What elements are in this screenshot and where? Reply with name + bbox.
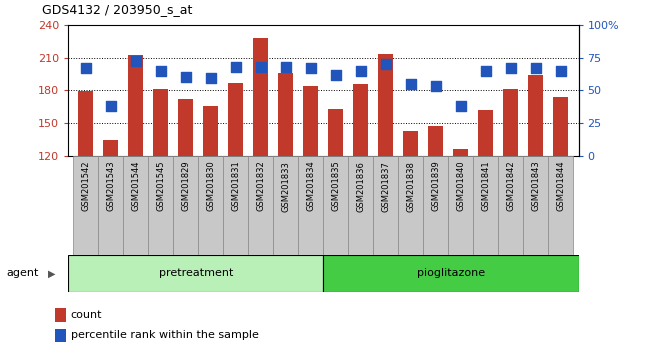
Bar xyxy=(448,156,473,255)
Bar xyxy=(228,82,243,156)
Bar xyxy=(224,156,248,255)
Text: pioglitazone: pioglitazone xyxy=(417,268,485,279)
Point xyxy=(506,65,516,71)
Point xyxy=(531,65,541,71)
Bar xyxy=(174,156,198,255)
Bar xyxy=(254,38,268,156)
Bar xyxy=(178,99,193,156)
Bar xyxy=(298,156,324,255)
Bar xyxy=(274,156,298,255)
Bar xyxy=(549,156,573,255)
Text: GSM201830: GSM201830 xyxy=(206,161,215,211)
Point xyxy=(381,61,391,67)
Bar xyxy=(73,156,98,255)
Text: GSM201836: GSM201836 xyxy=(356,161,365,212)
Bar xyxy=(378,54,393,156)
Text: GSM201545: GSM201545 xyxy=(156,161,165,211)
Point xyxy=(331,72,341,78)
Bar xyxy=(348,156,373,255)
Text: agent: agent xyxy=(6,268,39,279)
Bar xyxy=(68,255,324,292)
Point xyxy=(205,76,216,81)
Bar xyxy=(554,97,569,156)
Bar xyxy=(454,149,469,156)
Text: percentile rank within the sample: percentile rank within the sample xyxy=(71,330,259,341)
Bar xyxy=(324,156,348,255)
Point xyxy=(81,65,91,71)
Bar xyxy=(523,156,549,255)
Bar xyxy=(504,89,519,156)
Text: GSM201839: GSM201839 xyxy=(432,161,441,211)
Text: GSM201544: GSM201544 xyxy=(131,161,140,211)
Bar xyxy=(124,156,148,255)
Bar xyxy=(103,141,118,156)
Text: GSM201834: GSM201834 xyxy=(306,161,315,211)
Text: pretreatment: pretreatment xyxy=(159,268,233,279)
Point xyxy=(356,68,366,73)
Bar xyxy=(78,91,93,156)
Point xyxy=(231,64,241,69)
Point xyxy=(556,68,566,73)
Bar xyxy=(428,126,443,156)
Text: GSM201841: GSM201841 xyxy=(482,161,491,211)
Point xyxy=(181,74,191,80)
Text: ▶: ▶ xyxy=(48,268,56,279)
Text: GSM201832: GSM201832 xyxy=(256,161,265,211)
Bar xyxy=(55,329,66,342)
Text: GSM201844: GSM201844 xyxy=(556,161,566,211)
Point xyxy=(406,81,416,86)
Text: GDS4132 / 203950_s_at: GDS4132 / 203950_s_at xyxy=(42,3,192,16)
Text: GSM201835: GSM201835 xyxy=(332,161,341,211)
Bar xyxy=(373,156,398,255)
Text: GSM201833: GSM201833 xyxy=(281,161,291,212)
Bar xyxy=(128,55,143,156)
Text: GSM201842: GSM201842 xyxy=(506,161,515,211)
Text: count: count xyxy=(71,310,102,320)
Text: GSM201542: GSM201542 xyxy=(81,161,90,211)
Bar xyxy=(98,156,124,255)
Bar xyxy=(354,84,369,156)
Text: GSM201840: GSM201840 xyxy=(456,161,465,211)
Bar xyxy=(499,156,523,255)
Bar xyxy=(153,89,168,156)
Bar xyxy=(198,156,224,255)
Bar xyxy=(248,156,274,255)
Bar xyxy=(148,156,174,255)
Point xyxy=(131,59,141,64)
Point xyxy=(255,64,266,69)
Bar xyxy=(324,255,578,292)
Text: GSM201831: GSM201831 xyxy=(231,161,240,211)
Point xyxy=(431,84,441,89)
Bar xyxy=(278,73,293,156)
Bar xyxy=(423,156,448,255)
Text: GSM201838: GSM201838 xyxy=(406,161,415,212)
Text: GSM201837: GSM201837 xyxy=(382,161,391,212)
Bar xyxy=(304,86,318,156)
Bar xyxy=(404,131,419,156)
Bar xyxy=(478,110,493,156)
Point xyxy=(155,68,166,73)
Bar xyxy=(55,308,66,321)
Point xyxy=(481,68,491,73)
Point xyxy=(105,103,116,109)
Text: GSM201829: GSM201829 xyxy=(181,161,190,211)
Point xyxy=(306,65,316,71)
Point xyxy=(281,64,291,69)
Bar xyxy=(203,105,218,156)
Point xyxy=(456,103,466,109)
Bar xyxy=(528,75,543,156)
Bar xyxy=(398,156,423,255)
Bar xyxy=(328,109,343,156)
Text: GSM201543: GSM201543 xyxy=(106,161,115,211)
Text: GSM201843: GSM201843 xyxy=(532,161,541,211)
Bar xyxy=(473,156,499,255)
